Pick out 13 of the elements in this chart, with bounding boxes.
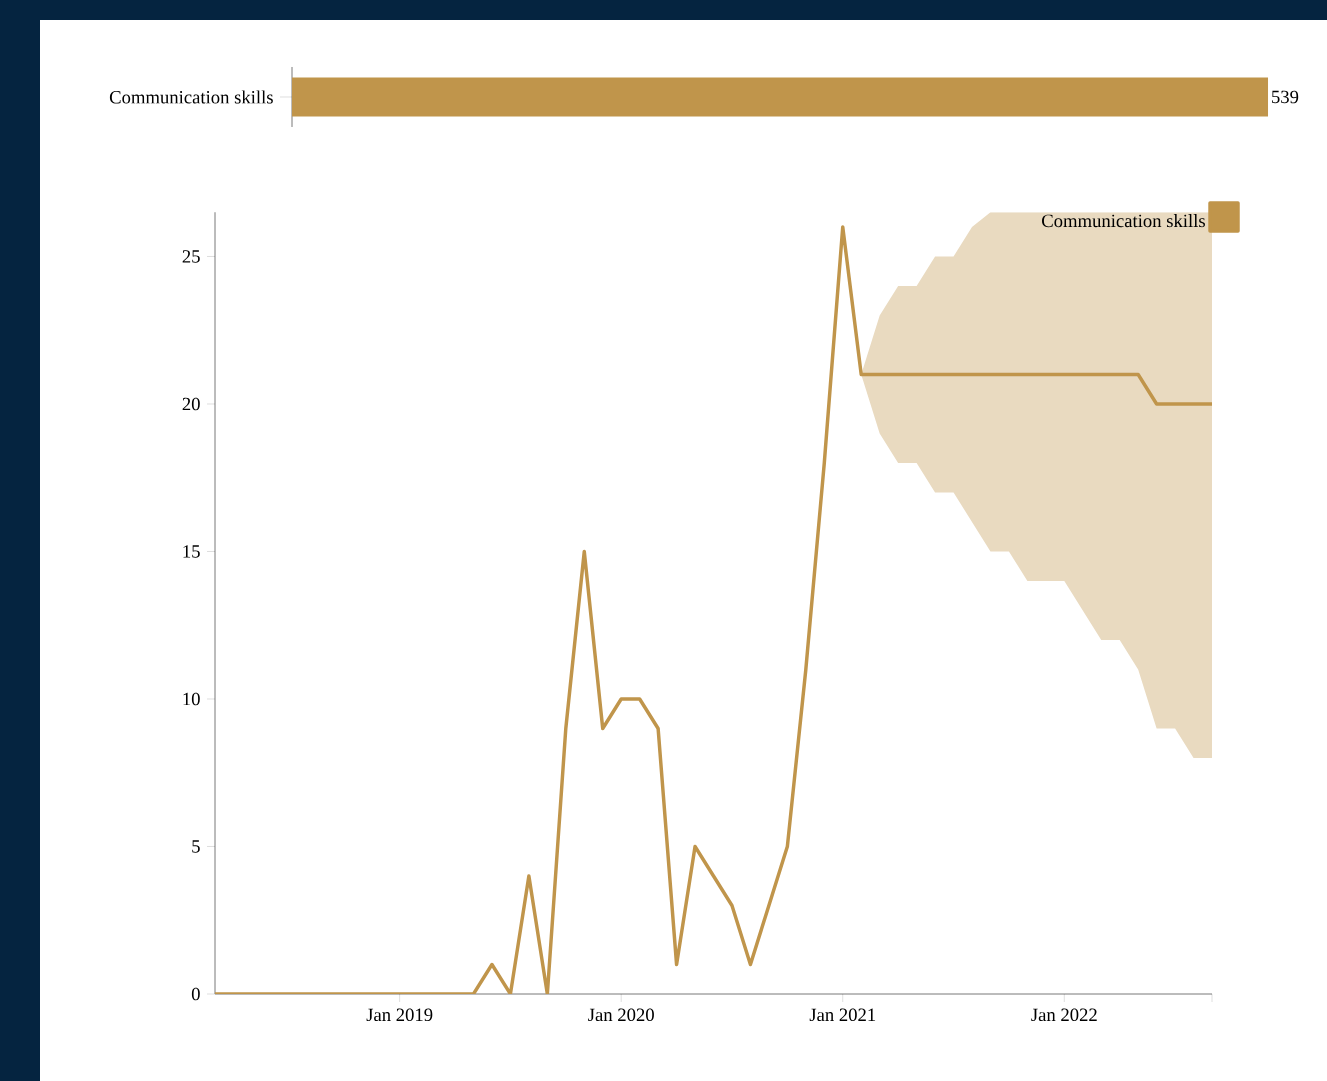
legend-label: Communication skills (1042, 214, 1205, 228)
y-tick-label: 5 (192, 840, 200, 853)
y-tick-label: 15 (183, 545, 200, 558)
y-tick-label: Communication skills (109, 90, 273, 104)
x-tick-label: Jan 2020 (588, 1008, 654, 1022)
data-label: 539 (1272, 90, 1299, 104)
y-tick-label: 0 (191, 987, 200, 1001)
x-tick-label: Jan 2019 (366, 1008, 433, 1022)
y-tick-label: 10 (183, 692, 200, 706)
x-tick-label: Jan 2021 (809, 1008, 876, 1022)
y-tick-label: 20 (182, 397, 200, 411)
y-tick-label: 25 (182, 250, 200, 263)
x-tick-label: Jan 2022 (1031, 1008, 1097, 1022)
